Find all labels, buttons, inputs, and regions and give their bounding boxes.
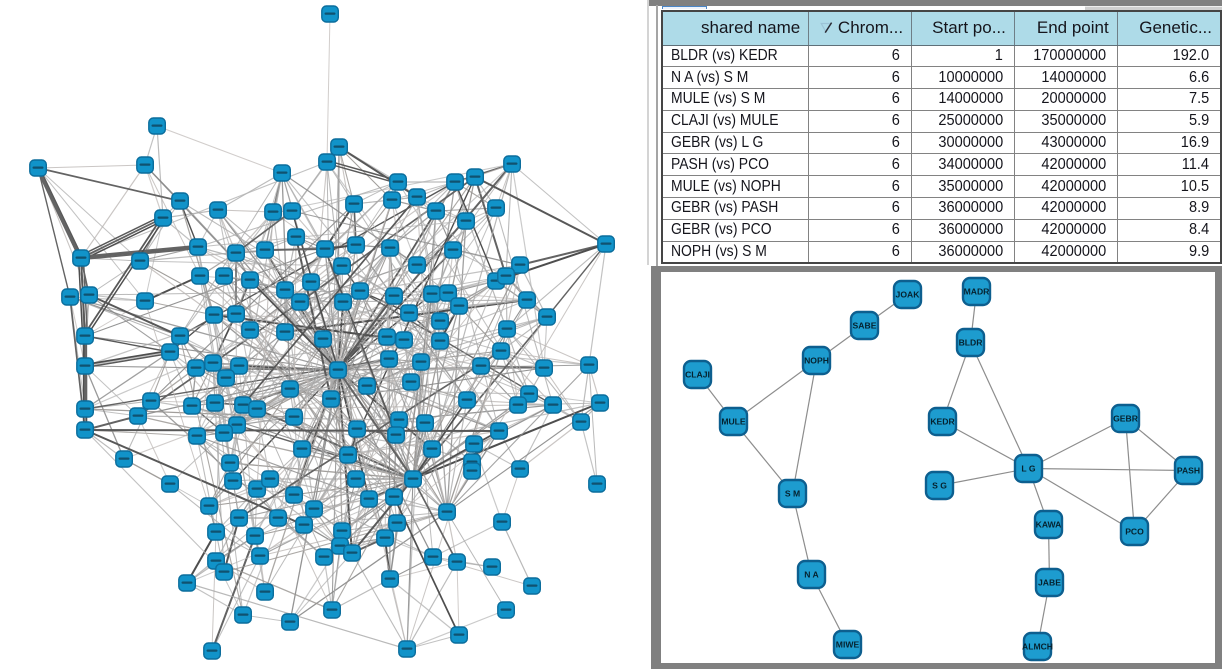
svg-text:NOPH: NOPH	[804, 355, 829, 365]
svg-text:PCO: PCO	[1125, 526, 1144, 536]
svg-text:BLDR: BLDR	[958, 337, 983, 347]
svg-text:MADR: MADR	[963, 286, 990, 296]
svg-text:MULE: MULE	[721, 416, 746, 426]
svg-text:S G: S G	[932, 480, 947, 490]
svg-text:JABE: JABE	[1038, 577, 1061, 587]
svg-text:MIWE: MIWE	[835, 639, 859, 649]
svg-text:S M: S M	[784, 488, 799, 498]
svg-text:KAWA: KAWA	[1035, 519, 1061, 529]
svg-text:PASH: PASH	[1176, 465, 1199, 475]
svg-text:SABE: SABE	[852, 320, 876, 330]
svg-text:N A: N A	[804, 569, 818, 579]
svg-text:ALMCH: ALMCH	[1021, 641, 1052, 651]
svg-text:GEBR: GEBR	[1113, 413, 1139, 423]
svg-text:JOAK: JOAK	[895, 289, 920, 299]
svg-text:CLAJI: CLAJI	[685, 369, 710, 379]
svg-text:L G: L G	[1021, 463, 1035, 473]
svg-text:KEDR: KEDR	[930, 416, 955, 426]
